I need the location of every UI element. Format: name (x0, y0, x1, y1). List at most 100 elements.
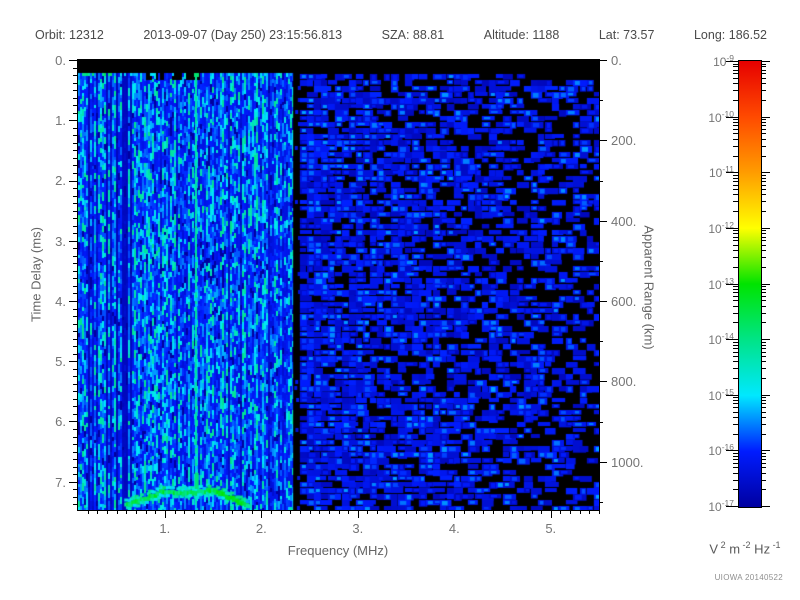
y2-major-tick (599, 461, 607, 463)
cb-minor-tick (733, 472, 738, 474)
x-minor-tick (338, 510, 340, 514)
x-minor-tick (203, 510, 205, 514)
cb-major-tick (761, 394, 770, 396)
cb-minor-tick (733, 489, 738, 491)
y2-minor-tick (599, 421, 603, 423)
x-tick-label: 1. (159, 521, 171, 536)
cb-minor-tick (761, 90, 766, 92)
header-segment: Orbit: 12312 (35, 28, 104, 42)
x-minor-tick (145, 510, 147, 514)
y2-tick-label: 400. (611, 213, 637, 229)
y-minor-tick (73, 398, 77, 400)
y-major-tick (69, 180, 77, 182)
y2-tick-label: 0. (611, 53, 622, 68)
cb-minor-tick (761, 347, 766, 349)
cb-minor-tick (761, 292, 766, 294)
y-tick-label: 1. (55, 113, 66, 129)
cb-minor-tick (733, 433, 738, 435)
x-minor-tick (444, 510, 446, 514)
cb-minor-tick (761, 407, 766, 409)
x-minor-tick (328, 510, 330, 514)
cb-minor-tick (761, 240, 766, 242)
y-minor-tick (73, 368, 77, 370)
cb-minor-tick (761, 433, 766, 435)
y2-minor-tick (599, 180, 603, 182)
header-info: Orbit: 12312 2013-09-07 (Day 250) 23:15:5… (35, 28, 767, 42)
cb-minor-tick (761, 452, 766, 454)
x-minor-tick (135, 510, 137, 514)
cb-major-tick (761, 61, 770, 62)
y-minor-tick (73, 338, 77, 340)
cb-minor-tick (733, 459, 738, 460)
cb-minor-tick (733, 125, 738, 127)
cb-major-tick (761, 506, 770, 507)
x-minor-tick (309, 510, 311, 514)
cb-major-tick (726, 450, 738, 452)
y-minor-tick (73, 346, 77, 348)
cb-major-tick (761, 116, 770, 118)
cb-minor-tick (733, 119, 738, 121)
cb-minor-tick (761, 355, 766, 357)
cb-minor-tick (761, 177, 766, 179)
y-major-tick (69, 481, 77, 483)
x-tick-label: 3. (352, 521, 364, 536)
y-axis-title: Time Delay (ms) (28, 227, 44, 322)
cb-minor-tick (761, 122, 766, 123)
y-tick-label: 4. (55, 293, 66, 309)
cb-minor-tick (733, 462, 738, 464)
x-minor-tick (97, 510, 99, 514)
y-minor-tick (73, 451, 77, 453)
cb-minor-tick (761, 479, 766, 481)
cb-minor-tick (733, 411, 738, 413)
cb-major-tick (761, 450, 770, 452)
y-minor-tick (73, 391, 77, 393)
cb-minor-tick (733, 257, 738, 258)
y-tick-label: 7. (55, 474, 66, 490)
cb-minor-tick (733, 250, 738, 251)
y-major-tick (69, 361, 77, 363)
x-minor-tick (271, 510, 272, 514)
x-minor-tick (541, 510, 543, 514)
y2-tick-label: 200. (611, 133, 637, 149)
cb-minor-tick (733, 467, 738, 469)
cb-tick-label: 10-16 (708, 442, 734, 459)
cb-minor-tick (733, 99, 738, 101)
y-minor-tick (73, 195, 77, 197)
x-tick-label: 2. (255, 521, 267, 536)
cb-minor-tick (761, 73, 766, 75)
x-minor-tick (396, 510, 398, 514)
cb-minor-tick (761, 472, 766, 474)
x-minor-tick (377, 510, 379, 514)
colorbar-units: V 2 m -2 Hz -1 (709, 540, 781, 557)
header-segment: SZA: 88.81 (381, 28, 445, 42)
cb-minor-tick (733, 479, 738, 481)
cb-minor-tick (733, 286, 738, 287)
cb-minor-tick (761, 125, 766, 127)
cb-minor-tick (733, 378, 738, 379)
x-minor-tick (126, 510, 128, 514)
x-axis-title: Frequency (MHz) (287, 543, 389, 558)
x-minor-tick (492, 510, 494, 514)
cb-minor-tick (761, 66, 766, 68)
y-minor-tick (73, 67, 77, 69)
x-minor-tick (463, 510, 465, 514)
cb-minor-tick (761, 295, 766, 297)
cb-minor-tick (733, 122, 738, 123)
x-major-tick (357, 510, 359, 518)
cb-minor-tick (761, 459, 766, 460)
y-tick-label: 2. (55, 173, 66, 189)
y-minor-tick (73, 127, 77, 129)
cb-minor-tick (761, 133, 766, 135)
y-minor-tick (73, 112, 77, 114)
cb-minor-tick (733, 368, 738, 370)
cb-major-tick (726, 283, 738, 285)
cb-minor-tick (733, 400, 738, 402)
y2-major-tick (599, 381, 607, 383)
x-minor-tick (589, 510, 591, 514)
y-minor-tick (73, 150, 77, 152)
y-minor-tick (73, 444, 77, 445)
cb-minor-tick (761, 189, 766, 190)
y2-tick-label: 800. (611, 374, 637, 390)
cb-minor-tick (761, 467, 766, 469)
y2-minor-tick (599, 260, 603, 262)
